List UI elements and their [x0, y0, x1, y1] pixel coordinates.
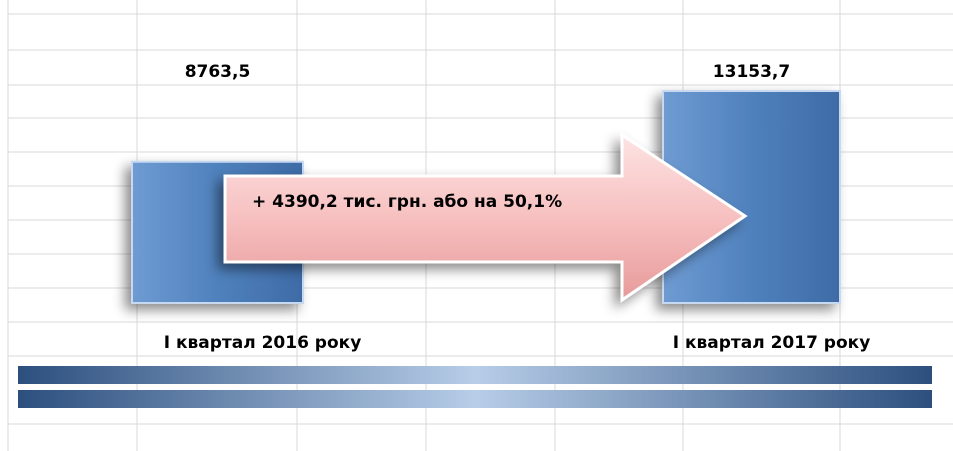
category-label: І квартал 2016 року [164, 333, 362, 353]
decor-band [18, 366, 932, 384]
annotation: + 4390,2 тис. грн. або на 50,1% [252, 192, 562, 212]
decor-band [18, 390, 932, 408]
category-label: І квартал 2017 року [673, 333, 871, 353]
value-label: 8763,5 [185, 62, 251, 82]
growth-arrow [223, 132, 748, 303]
value-label: 13153,7 [713, 62, 790, 82]
